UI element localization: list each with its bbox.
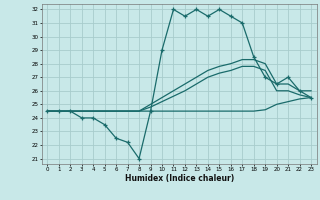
- X-axis label: Humidex (Indice chaleur): Humidex (Indice chaleur): [124, 174, 234, 183]
